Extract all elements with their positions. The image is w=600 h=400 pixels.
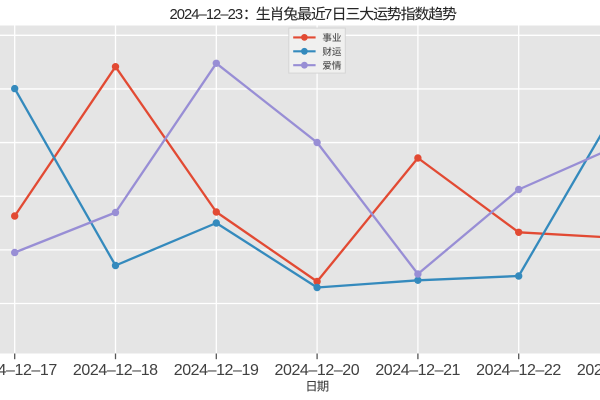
svg-text:2024–12–23: 2024–12–23 — [577, 362, 600, 379]
svg-text:2024–12–21: 2024–12–21 — [375, 362, 460, 379]
svg-text:7: 7 — [324, 7, 332, 23]
svg-text:2024–12–17: 2024–12–17 — [0, 362, 57, 379]
svg-text:2024–12–22: 2024–12–22 — [476, 362, 561, 379]
svg-text:2024–12–18: 2024–12–18 — [73, 362, 158, 379]
svg-text:2024–12–20: 2024–12–20 — [275, 362, 360, 379]
svg-text:2024–12–19: 2024–12–19 — [174, 362, 259, 379]
svg-text:2024–12–23: 2024–12–23 — [169, 7, 243, 23]
